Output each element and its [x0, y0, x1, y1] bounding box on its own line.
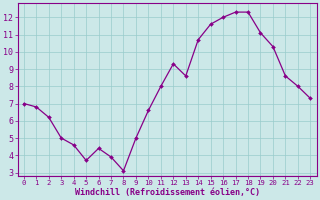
X-axis label: Windchill (Refroidissement éolien,°C): Windchill (Refroidissement éolien,°C) [75, 188, 260, 197]
